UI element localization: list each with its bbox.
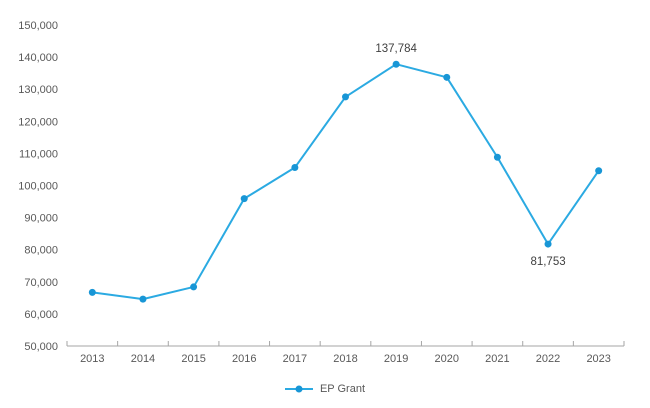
- legend: EP Grant: [0, 378, 650, 400]
- y-tick-label: 70,000: [24, 277, 58, 289]
- y-tick-label: 110,000: [19, 148, 58, 160]
- y-tick-label: 120,000: [18, 116, 58, 128]
- series-marker: [544, 240, 552, 248]
- series-marker: [392, 60, 400, 68]
- series-marker: [240, 195, 248, 203]
- series-marker: [595, 167, 603, 175]
- x-tick-label: 2019: [384, 353, 408, 365]
- x-tick-label: 2017: [283, 353, 307, 365]
- x-tick-label: 2016: [232, 353, 256, 365]
- y-tick-label: 60,000: [24, 309, 58, 321]
- y-tick-label: 90,000: [24, 213, 58, 225]
- legend-line-marker-swatch: [284, 385, 313, 393]
- series-marker: [88, 288, 96, 296]
- legend-label: EP Grant: [319, 383, 366, 395]
- x-tick-label: 2015: [181, 353, 205, 365]
- data-label: 137,784: [375, 43, 417, 55]
- series-marker: [291, 164, 299, 172]
- x-tick-label: 2021: [485, 353, 509, 365]
- x-tick-label: 2013: [80, 353, 104, 365]
- y-tick-label: 140,000: [18, 52, 58, 64]
- x-tick-label: 2018: [333, 353, 357, 365]
- y-tick-label: 80,000: [24, 245, 58, 257]
- series-marker: [190, 283, 198, 291]
- x-tick-label: 2020: [435, 353, 459, 365]
- series-marker: [493, 153, 501, 161]
- x-tick-label: 2023: [586, 353, 610, 365]
- legend-marker-dot: [295, 385, 303, 393]
- y-tick-label: 130,000: [18, 84, 58, 96]
- y-tick-label: 50,000: [24, 341, 58, 353]
- series-marker: [443, 73, 451, 81]
- series-marker: [139, 295, 147, 303]
- y-tick-label: 100,000: [18, 181, 58, 193]
- plot-area: 50,000 60,000 70,000 80,000 90,000 100,000 110…: [18, 20, 625, 365]
- x-tick-label: 2022: [536, 353, 560, 365]
- series-marker: [342, 93, 349, 101]
- x-tick-label: 2014: [131, 353, 155, 365]
- data-label: 81,753: [530, 256, 565, 268]
- y-tick-label: 150,000: [18, 20, 58, 32]
